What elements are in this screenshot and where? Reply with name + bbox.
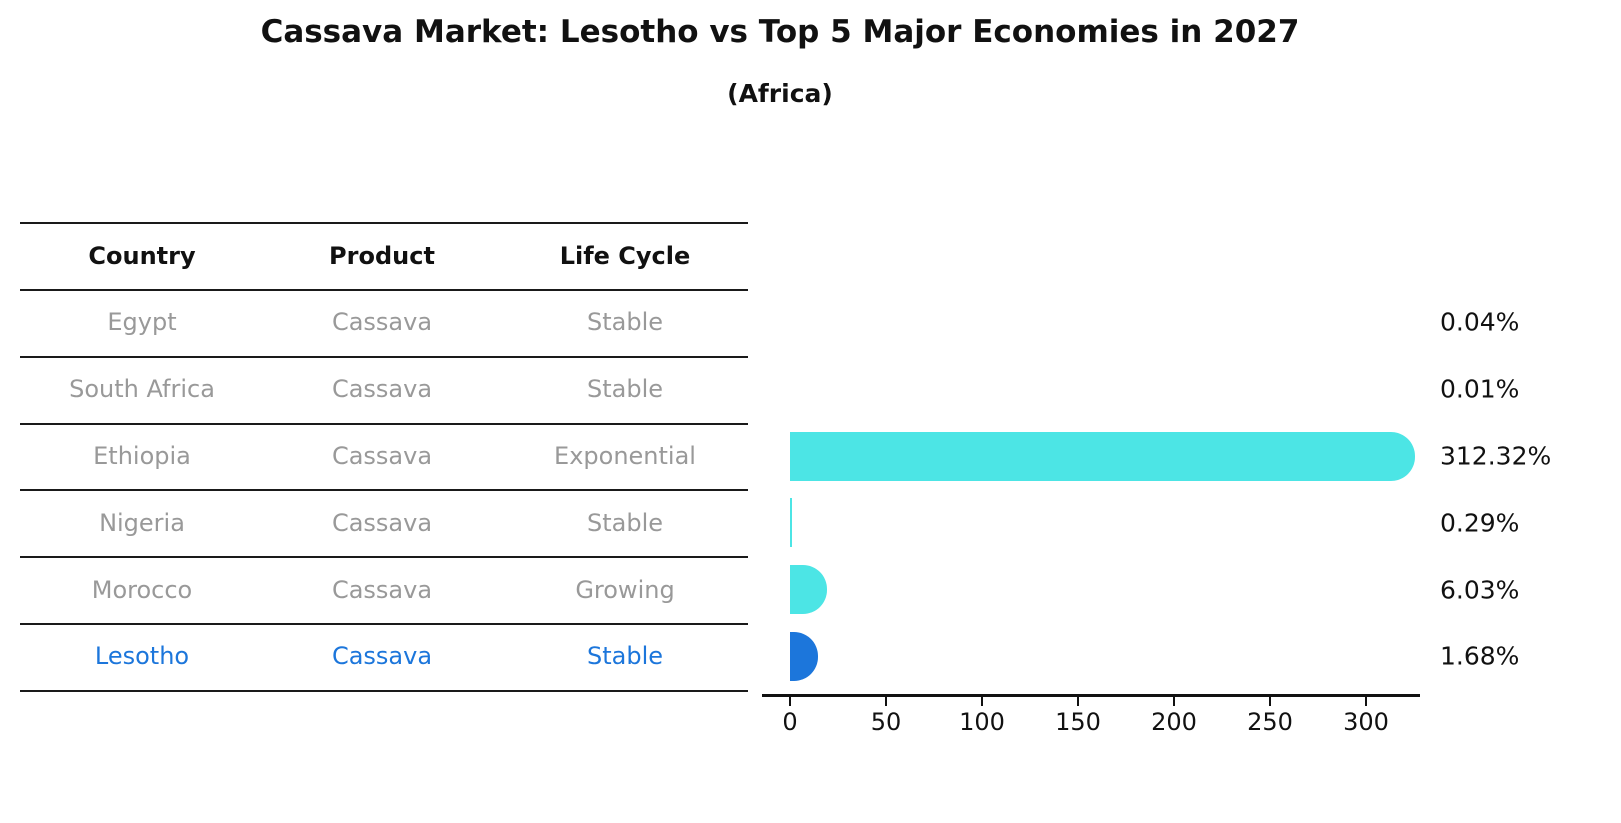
product-cell: Cassava bbox=[331, 442, 433, 470]
product-cell: Cassava bbox=[331, 308, 433, 337]
life-cycle-cell: Stable bbox=[586, 308, 664, 337]
bar-track bbox=[790, 498, 1430, 548]
column-header-lifecycle: Life Cycle bbox=[559, 242, 691, 270]
x-tick-mark bbox=[981, 697, 983, 706]
x-tick-label: 0 bbox=[782, 708, 798, 736]
country-cell: South Africa bbox=[69, 375, 215, 404]
country-cell: Nigeria bbox=[99, 508, 185, 537]
bar-track bbox=[790, 431, 1430, 481]
chart-subtitle: (Africa) bbox=[727, 79, 833, 108]
country-cell: Morocco bbox=[91, 575, 193, 604]
country-cell: Lesotho bbox=[94, 642, 190, 671]
life-cycle-cell: Stable bbox=[586, 508, 664, 537]
x-tick-mark bbox=[1365, 697, 1367, 706]
bar-track bbox=[790, 298, 1430, 347]
table-top-border bbox=[20, 222, 748, 224]
x-axis-line bbox=[762, 694, 1420, 697]
column-header-country: Country bbox=[88, 242, 196, 270]
value-label: 1.68% bbox=[1440, 641, 1520, 671]
life-cycle-cell: Stable bbox=[586, 375, 664, 404]
value-label: 312.32% bbox=[1440, 441, 1552, 471]
product-cell: Cassava bbox=[331, 508, 433, 537]
value-label: 0.01% bbox=[1440, 374, 1520, 404]
x-tick-label: 100 bbox=[959, 708, 1005, 736]
bar-nigeria bbox=[790, 498, 792, 548]
x-tick-mark bbox=[1077, 697, 1079, 706]
bar-track bbox=[790, 365, 1430, 414]
table-row-border bbox=[20, 556, 748, 559]
x-tick-label: 50 bbox=[870, 708, 902, 736]
country-cell: Ethiopia bbox=[93, 442, 191, 470]
column-header-product: Product bbox=[329, 242, 435, 270]
bar-lesotho bbox=[790, 631, 819, 681]
table-row-border bbox=[20, 689, 748, 692]
x-tick-label: 200 bbox=[1151, 708, 1197, 736]
table-row-border bbox=[20, 355, 748, 358]
life-cycle-cell: Stable bbox=[586, 642, 664, 671]
value-label: 0.29% bbox=[1440, 508, 1520, 538]
product-cell: Cassava bbox=[331, 375, 433, 404]
bar-ethiopia bbox=[790, 431, 1415, 481]
x-tick-mark bbox=[885, 697, 887, 706]
table-row-border bbox=[20, 489, 748, 492]
table-row-border bbox=[20, 623, 748, 625]
bar-morocco bbox=[790, 565, 827, 615]
x-tick-label: 150 bbox=[1055, 708, 1101, 736]
value-label: 0.04% bbox=[1440, 307, 1520, 337]
x-tick-mark bbox=[789, 697, 791, 706]
chart-title: Cassava Market: Lesotho vs Top 5 Major E… bbox=[260, 14, 1300, 50]
country-cell: Egypt bbox=[107, 308, 177, 337]
table-row-border bbox=[20, 422, 748, 425]
product-cell: Cassava bbox=[331, 642, 433, 671]
bar-track bbox=[790, 565, 1430, 615]
x-tick-label: 300 bbox=[1343, 708, 1389, 736]
life-cycle-cell: Growing bbox=[575, 575, 675, 604]
value-label: 6.03% bbox=[1440, 575, 1520, 605]
bar-track bbox=[790, 631, 1430, 681]
x-tick-label: 250 bbox=[1247, 708, 1293, 736]
x-tick-mark bbox=[1269, 697, 1271, 706]
table-header-border bbox=[20, 289, 748, 291]
life-cycle-cell: Exponential bbox=[554, 442, 696, 470]
x-tick-mark bbox=[1173, 697, 1175, 706]
product-cell: Cassava bbox=[331, 575, 433, 604]
